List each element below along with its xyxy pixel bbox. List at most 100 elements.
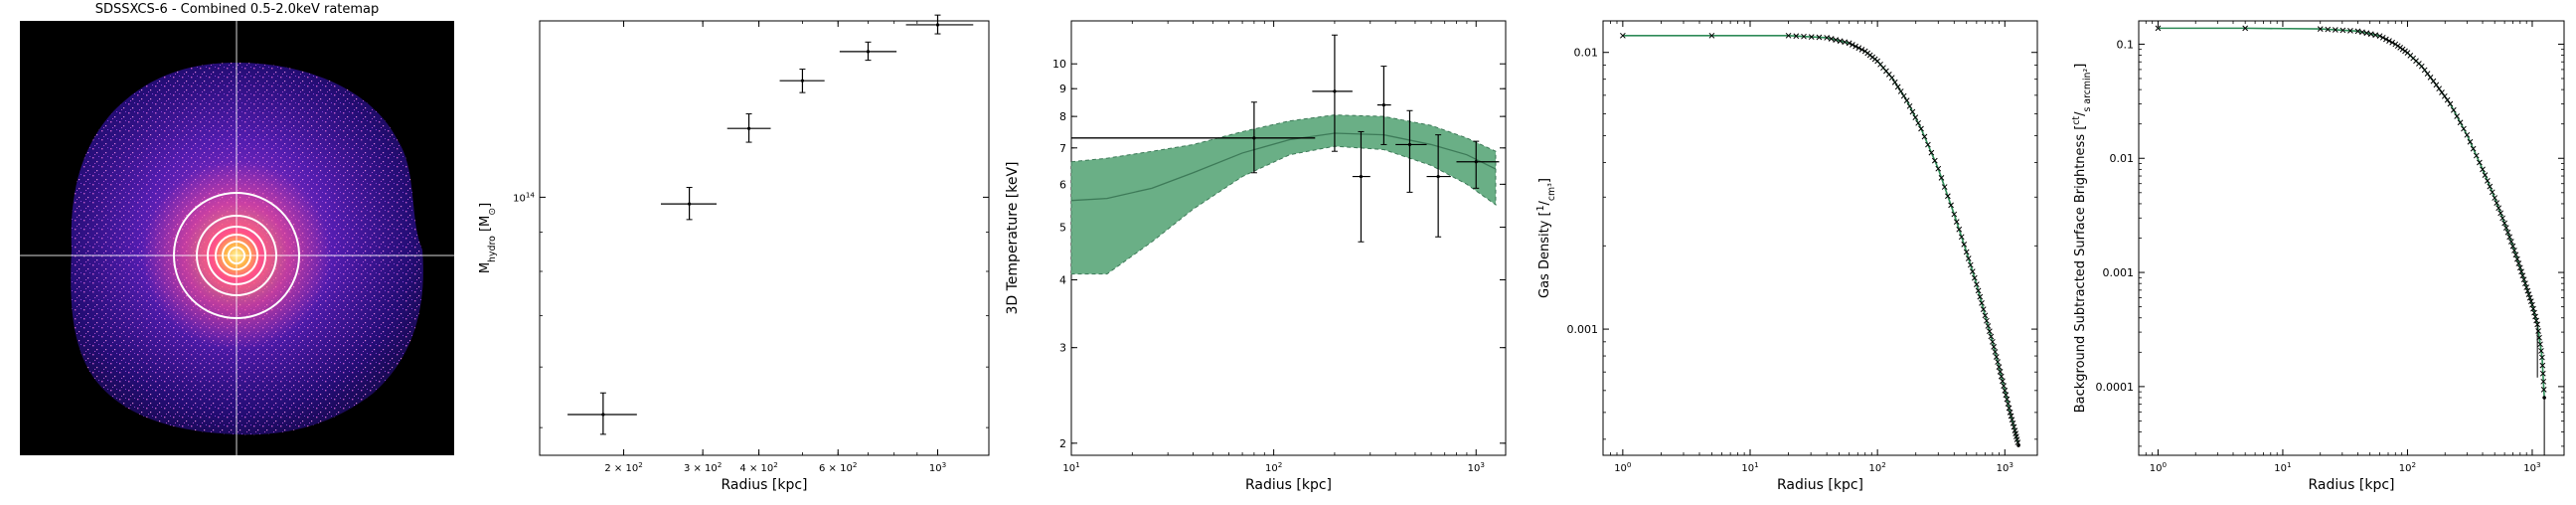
data-marker — [2430, 78, 2437, 84]
data-marker — [2379, 34, 2386, 41]
data-point — [1407, 142, 1412, 147]
data-marker — [2464, 131, 2471, 138]
data-marker — [1855, 45, 1862, 52]
data-point — [1381, 102, 1386, 107]
data-marker — [2155, 25, 2162, 32]
data-marker — [1900, 92, 1907, 99]
data-point — [935, 23, 940, 27]
x-tick-label: 102 — [2399, 460, 2416, 475]
data-marker — [2372, 32, 2379, 39]
data-marker — [1948, 202, 1954, 209]
data-point — [866, 50, 871, 54]
data-marker — [1816, 34, 1823, 41]
data-marker — [1785, 32, 1792, 39]
gas-density-chart: 100 101 102 103 0.001 0.01 Radius [kpc] Gas Den… — [1521, 0, 2047, 501]
data-marker — [2359, 29, 2365, 36]
y-tick-label: 7 — [1059, 142, 1066, 155]
data-marker — [1925, 141, 1931, 148]
data-marker — [2354, 28, 2361, 35]
data-marker — [1906, 102, 1913, 109]
data-marker — [1828, 36, 1835, 42]
y-tick-label: 0.001 — [1567, 323, 1599, 336]
data-marker — [2002, 387, 2009, 394]
data-marker — [2421, 67, 2428, 74]
data-marker — [2511, 248, 2517, 253]
data-marker — [2527, 298, 2534, 305]
data-marker — [2497, 210, 2503, 217]
data-marker — [1619, 32, 1626, 39]
data-marker — [1996, 364, 2003, 370]
data-marker — [1903, 97, 1910, 103]
data-marker — [1909, 108, 1916, 115]
data-marker — [1945, 193, 1951, 200]
data-marker — [2427, 75, 2434, 81]
data-marker — [2482, 172, 2489, 178]
y-axis-label: 3D Temperature [keV] — [1005, 162, 1021, 315]
data-marker — [2496, 205, 2502, 212]
x-tick-label: 102 — [1265, 460, 1282, 475]
data-marker — [1977, 293, 1984, 300]
data-point — [800, 79, 805, 83]
data-marker — [2540, 378, 2547, 385]
data-marker — [1979, 300, 1985, 306]
mass-profile-chart: 2 × 102 3 × 102 4 × 102 6 × 102 103 1014 Radiu… — [467, 0, 994, 501]
y-tick-label: 0.1 — [2117, 38, 2135, 51]
data-marker — [2534, 321, 2541, 328]
y-axis-label: Gas Density [1/cm³] — [1535, 178, 1557, 298]
data-marker — [1918, 125, 1924, 132]
data-marker — [1961, 242, 1968, 248]
data-marker — [1808, 34, 1815, 40]
data-marker — [2535, 328, 2541, 334]
data-marker — [1995, 359, 2001, 365]
x-tick-label: 100 — [1614, 460, 1632, 475]
data-marker — [1984, 317, 1990, 324]
x-tick-label: 101 — [2274, 460, 2291, 475]
data-marker — [1993, 354, 2000, 360]
data-marker — [1894, 84, 1901, 90]
data-marker — [2447, 100, 2454, 107]
x-tick-label: 4 × 102 — [739, 460, 777, 475]
data-point — [1333, 89, 1337, 93]
data-marker — [2507, 239, 2514, 245]
x-tick-label: 3 × 102 — [684, 460, 722, 475]
y-tick-label: 6 — [1059, 178, 1066, 191]
data-marker — [1793, 33, 1800, 40]
y-tick-label: 0.0001 — [2096, 381, 2135, 394]
data-marker — [1975, 287, 1982, 294]
data-marker — [2538, 348, 2544, 354]
data-marker — [1969, 268, 1976, 274]
x-tick-label: 103 — [1997, 460, 2013, 475]
data-marker — [2514, 255, 2520, 262]
model-uncertainty-band — [1070, 114, 1497, 275]
data-marker — [1990, 338, 1996, 345]
data-point — [746, 126, 751, 130]
data-marker — [2501, 220, 2507, 227]
data-marker — [2367, 31, 2374, 38]
data-marker — [2006, 405, 2012, 412]
y-tick-label: 3 — [1059, 342, 1066, 355]
data-marker — [1967, 261, 1974, 268]
data-marker — [2454, 113, 2461, 119]
data-marker — [2332, 27, 2338, 33]
data-marker — [2516, 264, 2523, 271]
data-marker — [2539, 354, 2545, 361]
data-point — [601, 413, 605, 417]
data-marker — [1997, 369, 2004, 375]
ratemap-panel: SDSSXCS-6 - Combined 0.5-2.0keV ratemap — [0, 0, 467, 501]
data-marker — [1931, 157, 1938, 164]
data-marker — [1897, 88, 1904, 94]
data-marker — [1938, 175, 1945, 181]
data-marker — [2461, 125, 2467, 132]
data-marker — [2523, 284, 2530, 290]
data-marker — [1953, 219, 1960, 226]
data-marker — [1992, 349, 1999, 355]
ratemap-image[interactable] — [20, 21, 454, 455]
data-point — [1359, 174, 1364, 179]
x-tick-label: 101 — [1062, 460, 1079, 475]
data-marker — [2363, 30, 2370, 37]
data-marker — [2540, 387, 2547, 393]
y-tick-label: 1014 — [513, 190, 535, 205]
data-marker — [2539, 362, 2546, 369]
x-tick-label: 102 — [1868, 460, 1885, 475]
data-marker — [2526, 294, 2533, 301]
